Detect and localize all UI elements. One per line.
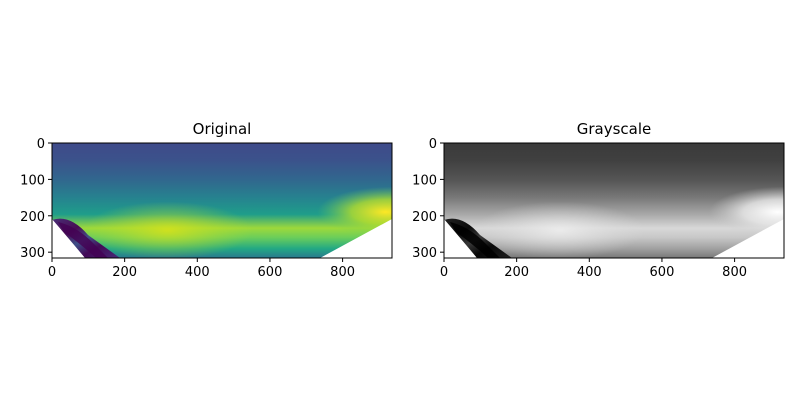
x-tick-label: 400 <box>577 265 602 280</box>
panel-grayscale: 0 200 400 600 800 0 100 200 300 Grayscale <box>412 120 785 280</box>
y-ticks-grayscale: 0 100 200 300 <box>412 137 444 261</box>
y-tick-label: 0 <box>37 137 45 152</box>
x-tick-label: 200 <box>504 265 529 280</box>
y-tick-label: 200 <box>412 210 437 225</box>
chart-title-grayscale: Grayscale <box>577 120 652 138</box>
axes-frame-grayscale <box>443 142 785 259</box>
heatmap-original <box>52 143 392 258</box>
blank-wedge-left <box>52 219 85 258</box>
y-tick-label: 0 <box>429 137 437 152</box>
axes-frame-original <box>51 142 393 259</box>
x-tick-label: 600 <box>650 265 675 280</box>
blank-wedge-left <box>444 219 477 258</box>
y-tick-label: 300 <box>20 246 45 261</box>
y-ticks-original: 0 100 200 300 <box>20 137 52 261</box>
x-ticks-grayscale: 0 200 400 600 800 <box>440 258 747 280</box>
y-tick-label: 100 <box>412 173 437 188</box>
blank-wedge-right <box>320 219 392 258</box>
blank-wedge-right <box>712 219 784 258</box>
x-tick-label: 0 <box>48 265 56 280</box>
y-tick-label: 100 <box>20 173 45 188</box>
x-tick-label: 800 <box>722 265 747 280</box>
x-tick-label: 0 <box>440 265 448 280</box>
y-tick-label: 300 <box>412 246 437 261</box>
x-tick-label: 400 <box>185 265 210 280</box>
panel-original: 0 200 400 600 800 0 100 200 300 Original <box>20 120 393 280</box>
x-tick-label: 800 <box>330 265 355 280</box>
chart-title-original: Original <box>193 120 252 138</box>
heatmap-grayscale <box>444 143 784 258</box>
x-tick-label: 200 <box>112 265 137 280</box>
x-ticks-original: 0 200 400 600 800 <box>48 258 355 280</box>
y-tick-label: 200 <box>20 210 45 225</box>
x-tick-label: 600 <box>258 265 283 280</box>
